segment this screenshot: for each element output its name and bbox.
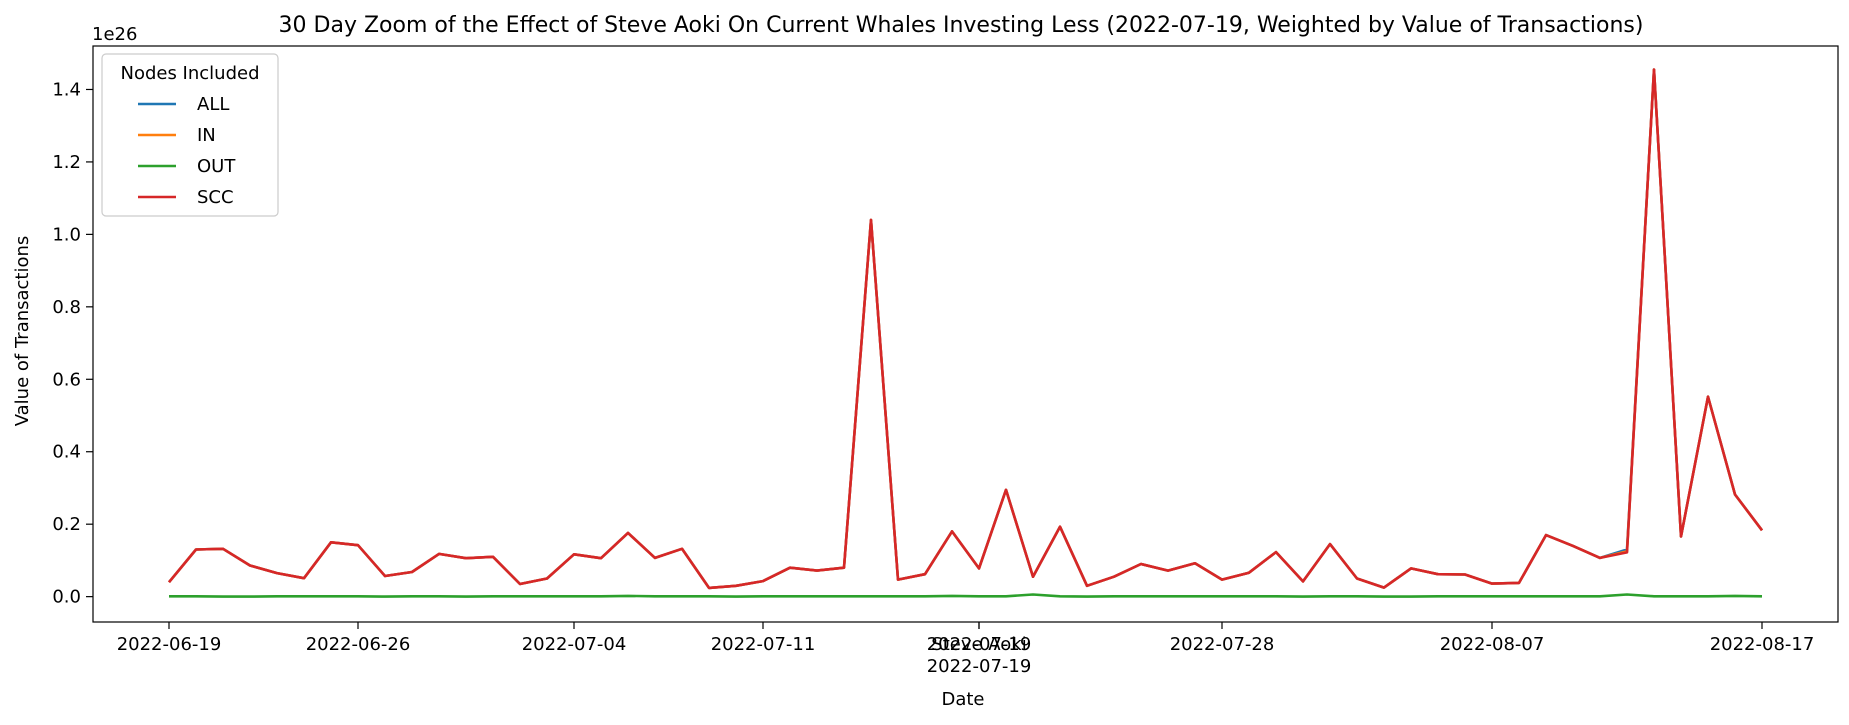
x-tick-label: 2022-06-19 — [117, 634, 222, 655]
y-tick-label: 0.0 — [52, 587, 81, 608]
x-axis-label: Date — [941, 689, 984, 710]
y-scale-label: 1e26 — [92, 24, 137, 45]
x-tick-label: 2022-06-26 — [306, 634, 411, 655]
plot-frame — [92, 45, 1839, 623]
event-label: Steve Aoki — [931, 634, 1026, 655]
legend-entry-all: ALL — [197, 94, 229, 115]
series-line-scc — [167, 68, 1764, 590]
legend-entry-out: OUT — [197, 156, 236, 177]
legend-box — [101, 53, 279, 217]
x-tick-label: 2022-07-28 — [1170, 634, 1275, 655]
event-date-label: 2022-07-19 — [927, 656, 1032, 677]
y-tick-label: 1.2 — [52, 152, 81, 173]
x-tick-label: 2022-07-19 — [927, 634, 1032, 655]
x-tick-label: 2022-08-07 — [1440, 634, 1545, 655]
series-line-out — [169, 593, 1763, 598]
y-tick-label: 1.0 — [52, 224, 81, 245]
x-tick-label: 2022-08-17 — [1710, 634, 1815, 655]
x-tick-label: 2022-07-04 — [522, 634, 627, 655]
y-tick-label: 0.8 — [52, 297, 81, 318]
legend-entry-scc: SCC — [197, 187, 234, 208]
legend-entry-in: IN — [197, 125, 216, 146]
plot-area — [92, 45, 1839, 623]
x-axis: 2022-06-19 2022-06-26 2022-07-04 2022-07-11… — [117, 622, 1815, 677]
legend-title: Nodes Included — [120, 63, 259, 84]
series-lines — [167, 68, 1764, 598]
series-line-all — [167, 68, 1764, 590]
series-line-in — [167, 68, 1764, 590]
chart-title: 30 Day Zoom of the Effect of Steve Aoki … — [279, 13, 1644, 38]
y-tick-label: 0.4 — [52, 442, 81, 463]
legend: Nodes Included ALL IN OUT SCC — [101, 53, 279, 217]
y-axis: 0.0 0.2 0.4 0.6 0.8 1.0 1.2 1.4 — [52, 79, 93, 608]
y-tick-label: 1.4 — [52, 79, 81, 100]
y-tick-label: 0.6 — [52, 369, 81, 390]
y-axis-label: Value of Transactions — [12, 236, 33, 427]
y-tick-label: 0.2 — [52, 514, 81, 535]
x-tick-label: 2022-07-11 — [711, 634, 816, 655]
